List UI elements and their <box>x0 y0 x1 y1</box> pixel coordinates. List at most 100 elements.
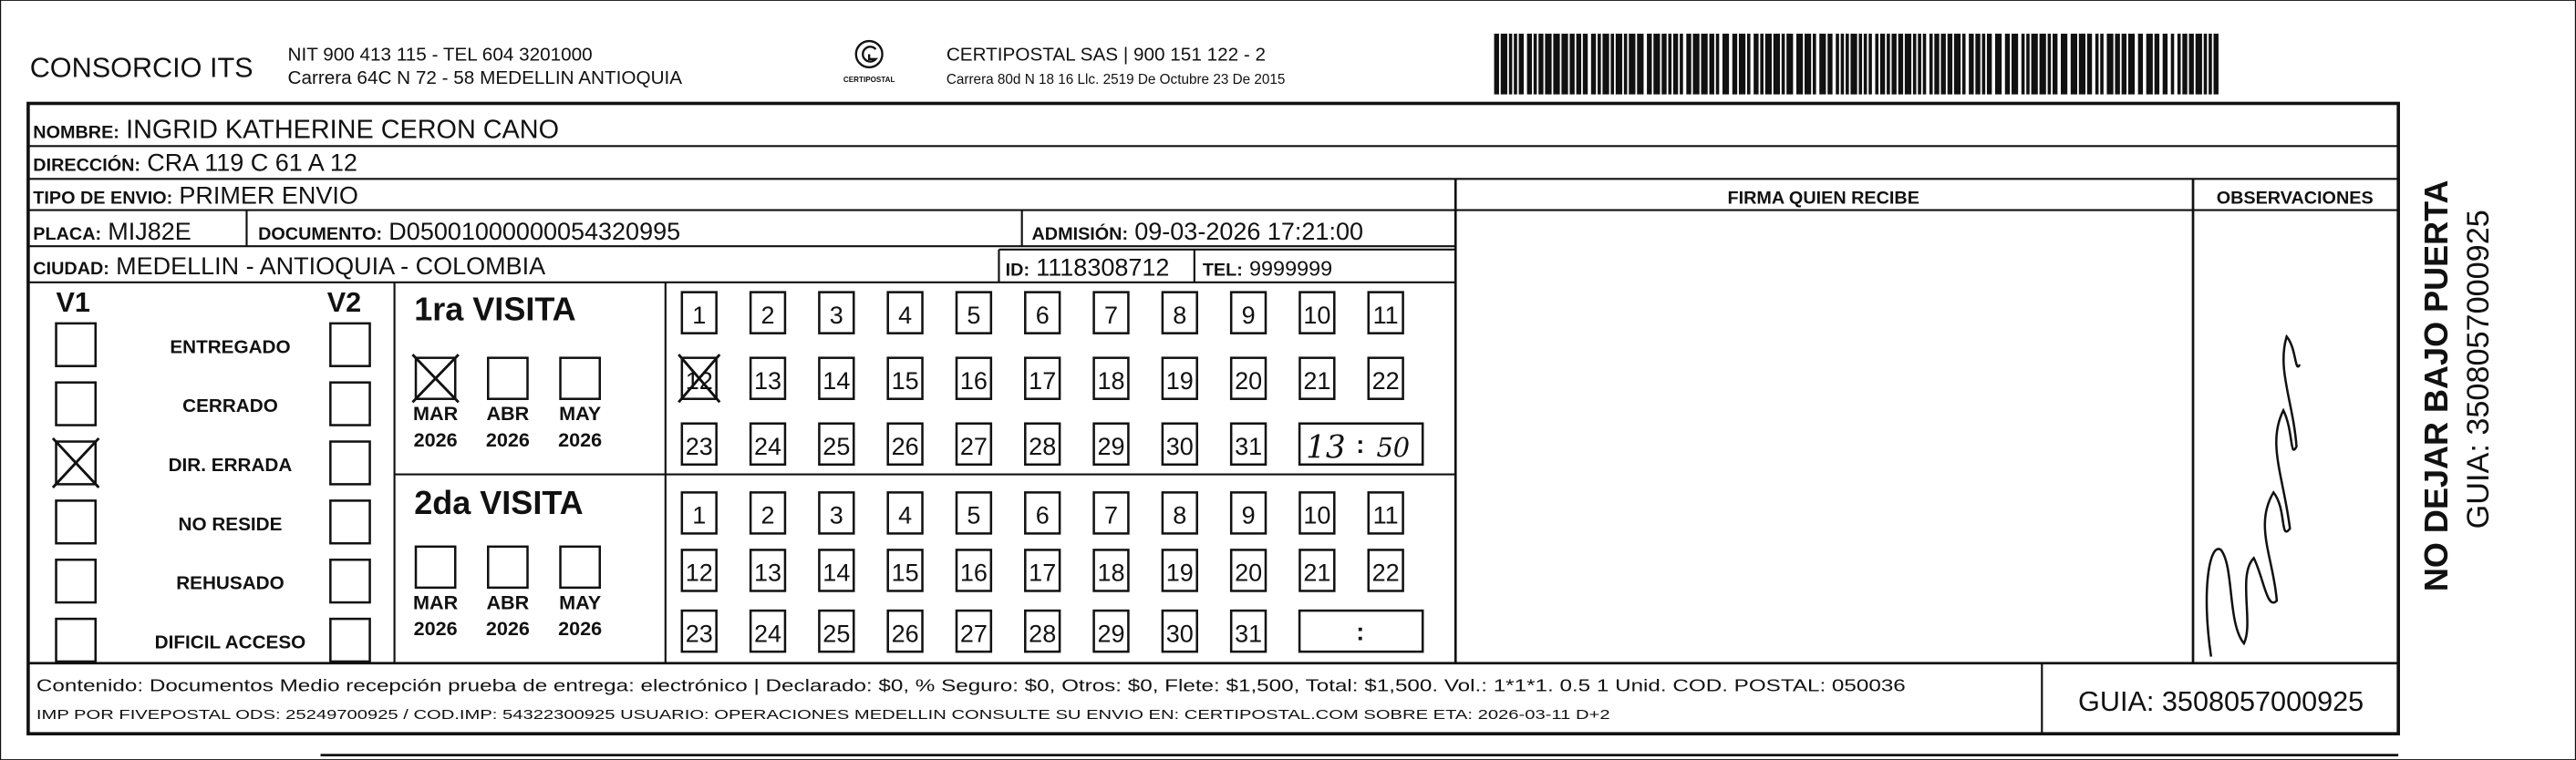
day-number: 12 <box>686 560 713 587</box>
barcode-bar <box>2154 33 2160 95</box>
barcode-bar <box>1561 33 1568 95</box>
barcode-bar <box>1940 33 1946 95</box>
month-label: ABR <box>486 591 529 613</box>
box <box>1229 491 1267 535</box>
day-number: 19 <box>1166 560 1194 587</box>
box <box>1298 422 1424 467</box>
barcode-bar <box>2121 33 2127 95</box>
barcode-bar <box>2011 33 2019 95</box>
barcode-bar <box>2047 33 2052 95</box>
barcode-bar <box>1760 33 1764 95</box>
day-number: 24 <box>754 620 781 647</box>
barcode-bar <box>1879 33 1886 95</box>
barcode-bar <box>1819 33 1826 95</box>
time-separator: : <box>1356 431 1364 458</box>
barcode-bar <box>1576 33 1582 95</box>
barcode-bar <box>1508 33 1513 95</box>
box <box>1298 291 1336 334</box>
box <box>818 291 855 334</box>
barcode-bar <box>1858 33 1863 95</box>
box <box>1229 291 1267 334</box>
day-number: 3 <box>830 502 843 529</box>
day-number: 23 <box>686 433 713 460</box>
day-number: 21 <box>1303 367 1330 395</box>
box <box>886 609 924 653</box>
barcode-bar <box>1709 33 1714 95</box>
box <box>818 549 855 592</box>
barcode-bar <box>2086 33 2093 95</box>
barcode-bar <box>1827 33 1833 95</box>
box <box>1229 549 1267 592</box>
field-label: TEL: <box>1203 261 1243 281</box>
footer-guide: GUIA: 3508057000925 <box>2078 686 2364 717</box>
barcode-bar <box>1629 33 1636 95</box>
barcode-bar <box>1947 33 1953 95</box>
day-number: 8 <box>1173 502 1186 529</box>
barcode-bar <box>2100 33 2104 95</box>
barcode-bar <box>1668 33 1672 95</box>
month-year: 2026 <box>414 428 458 451</box>
box <box>955 491 993 535</box>
barcode-bar <box>1661 33 1667 95</box>
day-number: 31 <box>1235 433 1262 460</box>
month-year: 2026 <box>414 617 458 640</box>
box <box>680 491 718 535</box>
day-number: 19 <box>1166 367 1194 395</box>
box <box>26 101 2400 735</box>
day-number: 25 <box>822 620 850 647</box>
month-label: MAY <box>559 591 602 613</box>
day-number: 22 <box>1372 560 1400 587</box>
box <box>1161 609 1198 653</box>
day-number: 2 <box>761 302 775 329</box>
barcode-bar <box>1715 33 1720 95</box>
company-info: Carrera 64C N 72 - 58 MEDELLIN ANTIOQUIA <box>288 67 683 88</box>
barcode-bar <box>1615 33 1623 95</box>
barcode-bar <box>1514 33 1517 95</box>
barcode-bar <box>2127 33 2136 95</box>
box <box>329 440 371 486</box>
column-header: OBSERVACIONES <box>2217 188 2374 208</box>
month-label: MAR <box>413 591 459 613</box>
box <box>1161 422 1198 467</box>
box <box>818 356 855 400</box>
side-guide: GUIA: 3508057000925 <box>2461 210 2496 529</box>
barcode-bar <box>1672 33 1679 95</box>
box <box>55 322 98 367</box>
day-number: 14 <box>822 367 850 395</box>
box <box>329 322 371 367</box>
day-number: 13 <box>754 560 781 587</box>
day-number: 16 <box>960 560 988 587</box>
barcode-bar <box>1836 33 1839 95</box>
day-number: 10 <box>1303 502 1330 529</box>
barcode-bar <box>2213 33 2219 95</box>
box <box>559 356 602 400</box>
barcode-bar <box>1686 33 1691 95</box>
field-label: CIUDAD: <box>33 259 109 279</box>
day-number: 28 <box>1029 620 1056 647</box>
day-number: 1 <box>692 502 706 529</box>
barcode-bar <box>1961 33 1966 95</box>
barcode-bar <box>1934 33 1940 95</box>
box <box>680 422 718 467</box>
month-year: 2026 <box>558 428 602 451</box>
day-number: 5 <box>967 502 980 529</box>
day-number: 9 <box>1242 502 1256 529</box>
box <box>1298 609 1424 653</box>
box <box>818 491 855 535</box>
barcode-bar <box>1805 33 1812 95</box>
box <box>1092 356 1130 400</box>
barcode-bar <box>2146 33 2153 95</box>
month-label: MAY <box>559 402 602 425</box>
barcode-bar <box>1623 33 1628 95</box>
handwritten-minute: 50 <box>1376 432 1410 463</box>
day-number: 23 <box>686 620 713 647</box>
box <box>1024 549 1061 592</box>
column-header: FIRMA QUIEN RECIBE <box>1727 188 1919 208</box>
field-label: PLACA: <box>33 224 101 244</box>
box <box>1024 291 1061 334</box>
box <box>680 356 718 400</box>
day-number: 3 <box>830 302 843 329</box>
box <box>1161 549 1198 592</box>
logo-mark <box>862 46 879 63</box>
